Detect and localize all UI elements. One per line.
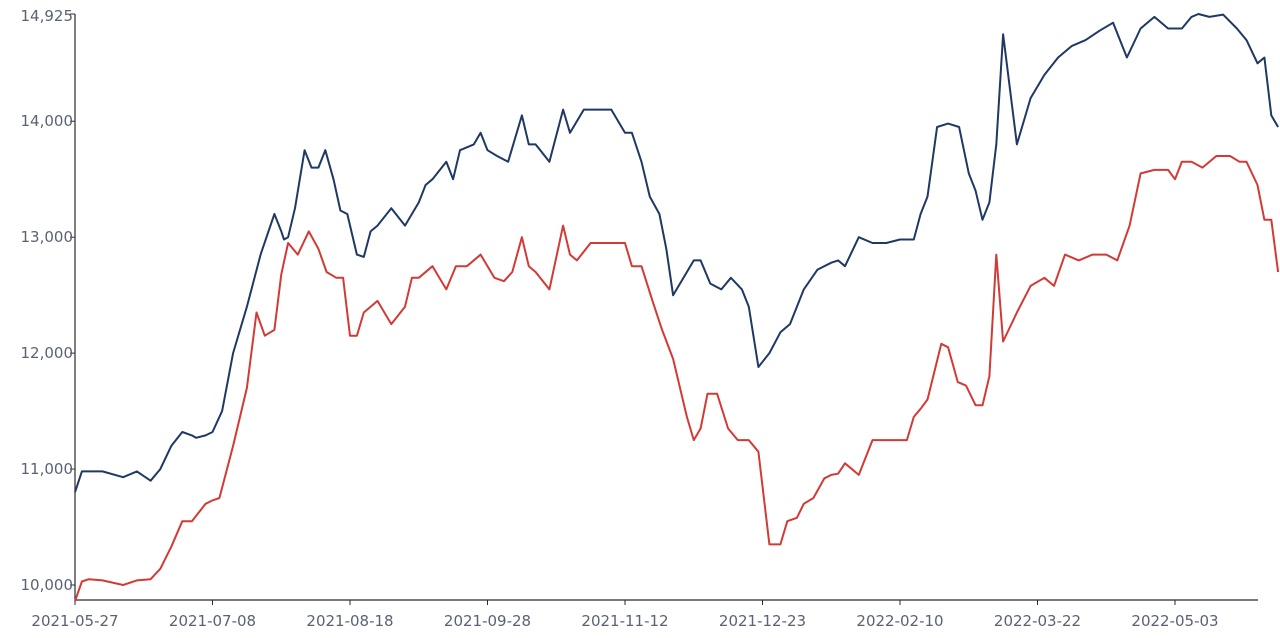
y-axis-ticks: 10,000 11,000 12,000 13,000 14,000 14,925 xyxy=(21,7,75,594)
x-tick-label: 2021-12-23 xyxy=(719,612,806,630)
series-2-line xyxy=(74,155,1280,602)
y-tick-label: 12,000 xyxy=(21,344,74,362)
x-tick-label: 2022-03-22 xyxy=(994,612,1081,630)
plot-area xyxy=(74,14,1258,601)
series-1-line xyxy=(74,13,1279,493)
y-tick-label: 11,000 xyxy=(21,460,74,478)
series-layer xyxy=(74,13,1280,602)
y-tick-label: 14,000 xyxy=(21,112,74,130)
x-tick-label: 2021-07-08 xyxy=(169,612,256,630)
y-tick-label: 14,925 xyxy=(21,7,74,25)
y-tick-label: 13,000 xyxy=(21,228,74,246)
x-tick-label: 2021-09-28 xyxy=(444,612,531,630)
x-tick-label: 2021-08-18 xyxy=(306,612,393,630)
x-tick-label: 2022-05-03 xyxy=(1131,612,1218,630)
x-tick-label: 2022-02-10 xyxy=(856,612,943,630)
y-tick-label: 10,000 xyxy=(21,576,74,594)
x-axis-ticks: 2021-05-27 2021-07-08 2021-08-18 2021-09-28… xyxy=(31,600,1219,630)
x-tick-label: 2021-05-27 xyxy=(31,612,118,630)
x-tick-label: 2021-11-12 xyxy=(581,612,668,630)
